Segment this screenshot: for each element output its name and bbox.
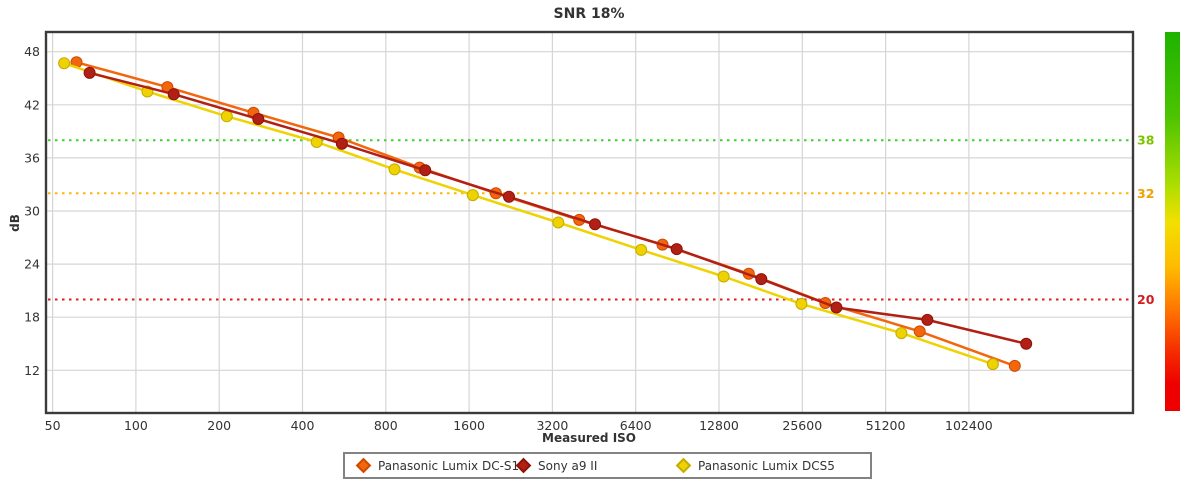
diamond-marker-icon (675, 457, 692, 474)
chart-title: SNR 18% (553, 6, 625, 22)
reference-label-38: 38 (1137, 133, 1154, 148)
data-point-marker (335, 137, 348, 150)
data-point-marker (589, 218, 601, 231)
data-point-marker (1020, 337, 1033, 350)
y-tick-label: 36 (24, 150, 40, 165)
data-point-marker (717, 270, 730, 283)
x-tick-label: 200 (207, 418, 231, 433)
data-point-marker (635, 243, 648, 256)
series-line-3 (63, 62, 994, 366)
data-point-marker (755, 273, 768, 286)
legend-label: Panasonic Lumix DCS5 (698, 458, 835, 473)
reference-label-32: 32 (1137, 186, 1154, 201)
data-point-marker (795, 297, 808, 310)
x-tick-label: 400 (291, 418, 315, 433)
x-tick-label: 51200 (866, 418, 906, 433)
x-tick-label: 800 (374, 418, 398, 433)
chart-legend: Panasonic Lumix DC-S1 Sony a9 II Panason… (343, 452, 872, 479)
data-point-marker (503, 190, 515, 203)
data-point-marker (58, 57, 71, 70)
y-tick-label: 48 (24, 44, 40, 59)
reference-label-20: 20 (1137, 292, 1155, 307)
y-tick-label: 18 (24, 310, 40, 325)
series-line-2 (89, 71, 1027, 346)
x-tick-label: 3200 (536, 418, 568, 433)
x-axis-title: Measured ISO (542, 431, 636, 445)
data-point-marker (986, 358, 999, 371)
data-point-marker (895, 327, 908, 340)
data-point-marker (466, 189, 479, 202)
diamond-marker-icon (515, 457, 532, 474)
x-tick-label: 1600 (453, 418, 485, 433)
quality-gradient-bar (1165, 32, 1180, 411)
legend-label: Panasonic Lumix DC-S1 (378, 458, 520, 473)
x-tick-label: 102400 (945, 418, 993, 433)
y-tick-label: 30 (24, 204, 40, 219)
legend-item-dc-s1[interactable]: Panasonic Lumix DC-S1 (355, 457, 520, 474)
y-tick-label: 42 (24, 97, 40, 112)
data-point-marker (830, 301, 843, 314)
data-point-marker (913, 325, 926, 338)
diamond-marker-icon (355, 457, 372, 474)
legend-label: Sony a9 II (538, 458, 598, 473)
data-point-marker (388, 163, 401, 176)
y-tick-label: 24 (24, 257, 40, 272)
x-tick-label: 50 (45, 418, 61, 433)
legend-item-a9-ii[interactable]: Sony a9 II (515, 457, 678, 474)
data-point-marker (670, 243, 683, 256)
legend-item-dcs5[interactable]: Panasonic Lumix DCS5 (675, 457, 835, 474)
data-point-marker (921, 313, 934, 326)
data-point-marker (167, 88, 180, 101)
data-point-marker (220, 110, 233, 123)
x-tick-label: 12800 (699, 418, 739, 433)
data-point-marker (1008, 359, 1021, 372)
data-point-marker (83, 66, 96, 79)
x-tick-label: 100 (124, 418, 148, 433)
data-point-marker (252, 113, 265, 125)
data-point-marker (552, 216, 565, 229)
plot-border (44, 30, 1135, 415)
x-tick-label: 25600 (782, 418, 822, 433)
y-tick-label: 12 (24, 363, 40, 378)
x-tick-label: 6400 (620, 418, 652, 433)
data-point-marker (419, 164, 432, 177)
